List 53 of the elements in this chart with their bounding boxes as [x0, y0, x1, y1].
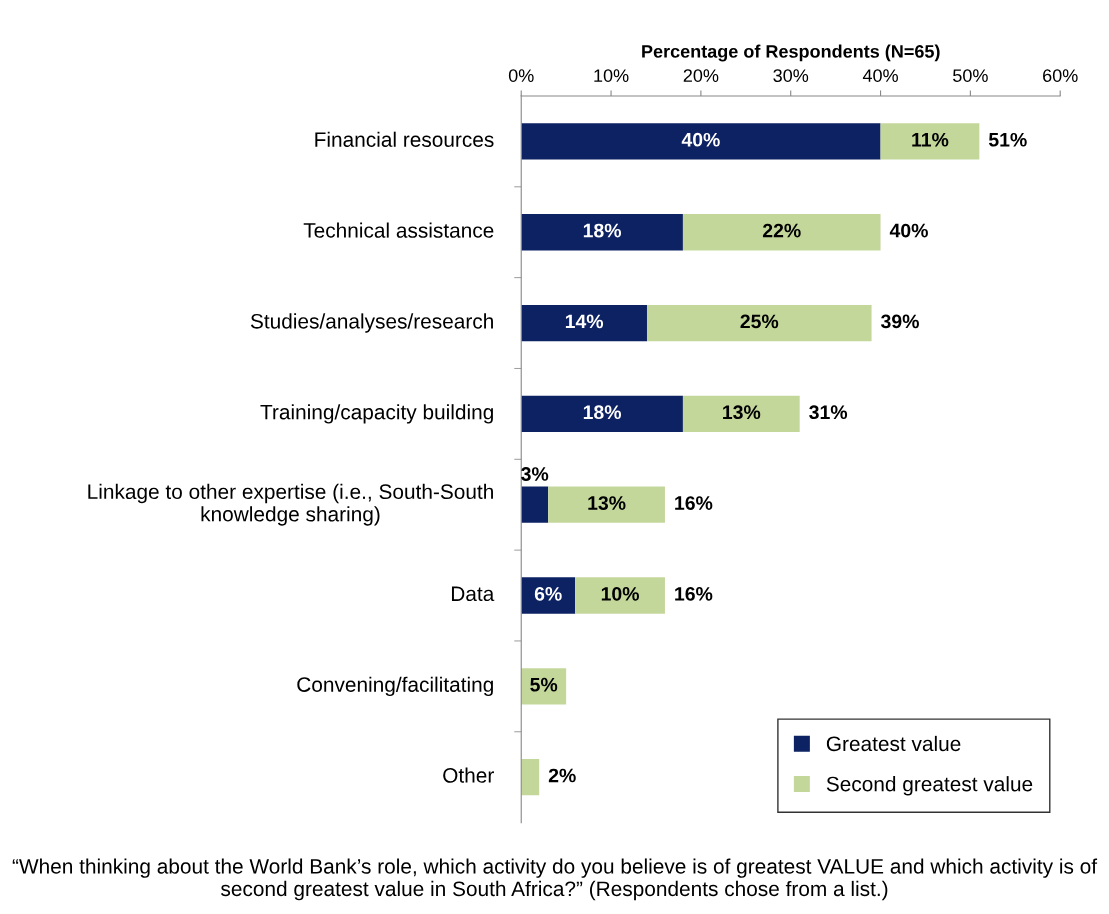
data-label: 25% [740, 314, 779, 329]
total-label: 31% [809, 405, 848, 420]
bar [521, 759, 540, 796]
data-label: 3% [521, 467, 549, 481]
y-tick-label: Data [451, 586, 495, 602]
bar [521, 304, 647, 342]
total-label: 16% [675, 496, 713, 510]
y-tick-label: Training/capacity building [260, 404, 493, 424]
x-tick-label: 50% [953, 69, 988, 82]
y-tick-label: Technical assistance [303, 222, 494, 238]
data-label: 10% [601, 586, 639, 601]
bar [682, 214, 881, 251]
bar [521, 577, 576, 614]
y-tick-label: Other [443, 767, 494, 783]
data-label: 18% [583, 405, 622, 420]
x-tick-label: 20% [683, 69, 719, 82]
bar [521, 123, 881, 160]
x-tick-label: 30% [773, 69, 809, 82]
total-label: 40% [889, 223, 928, 238]
text: “When thinking about the World Bank’s role, which activity do you believe is of greatest VALUE and which activity is of second greatest value in South Africa?” (Respondents chose from a list.) [12, 858, 1098, 901]
total-label: 16% [675, 586, 713, 601]
data-label: 22% [762, 223, 801, 238]
x-tick-label: 10% [594, 69, 629, 82]
legend-label: Greatest value [826, 735, 961, 752]
bar [521, 395, 683, 433]
bar [682, 395, 800, 433]
x-axis-title: Percentage of Respondents (N=65) [642, 44, 940, 62]
y-tick-label: Financial resources [315, 131, 494, 147]
total-label: 39% [880, 314, 919, 329]
bar [521, 214, 683, 251]
data-label: 14% [565, 314, 604, 329]
bar [880, 123, 980, 160]
data-label: 6% [534, 586, 562, 601]
data-label: 13% [723, 405, 761, 420]
data-label: 13% [588, 496, 626, 510]
bar [548, 486, 665, 523]
bar [646, 304, 872, 342]
y-tick-label: Linkage to other expertise (i.e., South-South knowledge sharing) [88, 483, 493, 526]
bar [521, 486, 549, 523]
data-label: 2% [548, 768, 576, 783]
x-tick-label: 40% [862, 69, 898, 82]
bar [521, 668, 567, 705]
data-label: 11% [912, 132, 949, 147]
data-label: 5% [530, 677, 558, 692]
total-label: 51% [988, 132, 1027, 147]
x-tick-label: 60% [1043, 69, 1078, 82]
y-tick-label: Convening/facilitating [297, 676, 493, 697]
x-tick-label: 0% [508, 69, 534, 82]
data-label: 18% [583, 223, 622, 238]
y-tick-label: Studies/analyses/research [250, 313, 493, 333]
legend-label: Second greatest value [826, 776, 1033, 796]
data-label: 40% [681, 132, 720, 147]
bar [575, 577, 665, 614]
